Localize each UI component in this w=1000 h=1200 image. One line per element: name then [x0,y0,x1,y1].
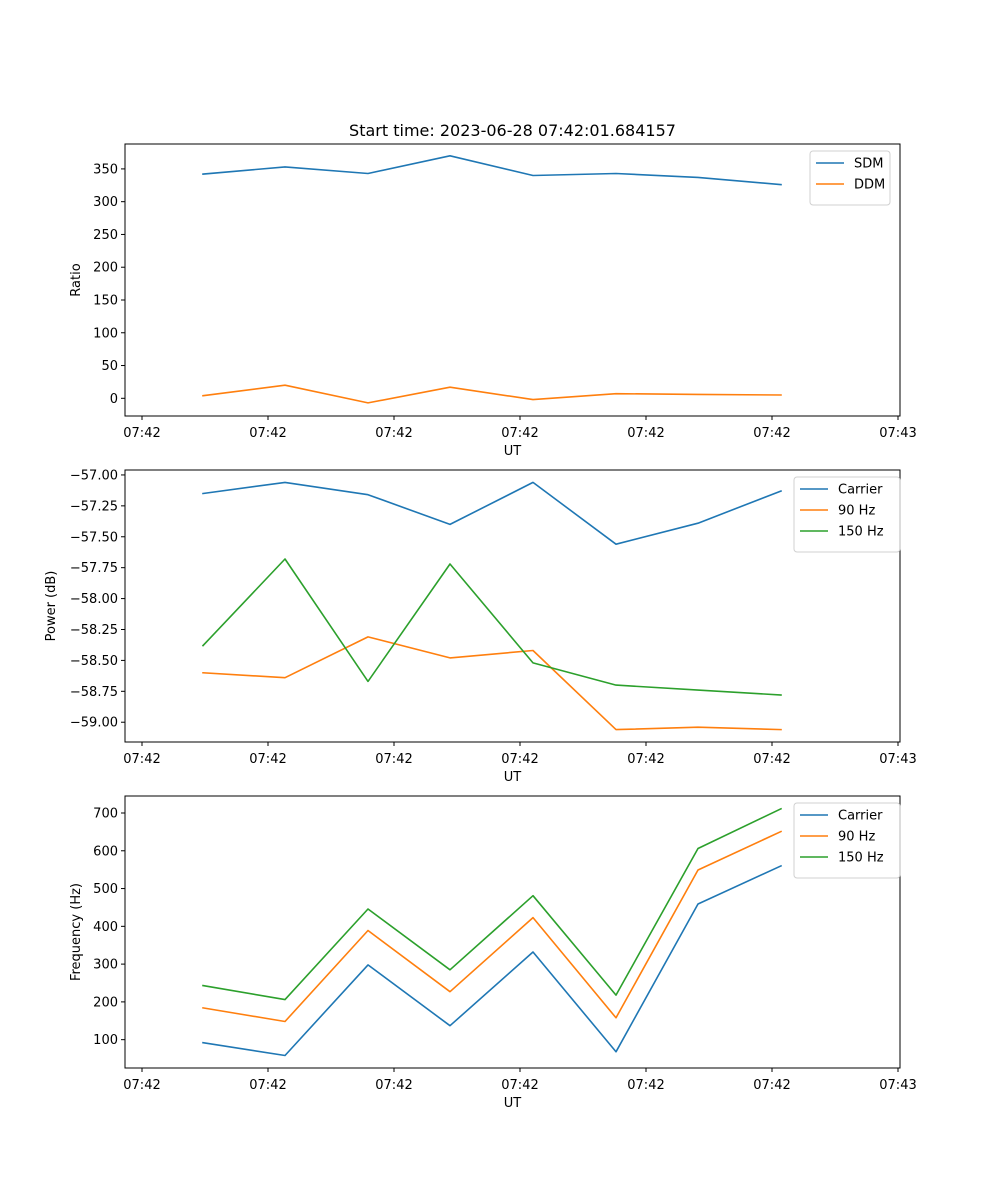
y-axis-label: Power (dB) [44,571,59,642]
y-tick-label: −58.50 [70,654,118,669]
y-tick-label: 300 [93,958,118,973]
x-axis-label: UT [504,1096,522,1111]
y-tick-label: 300 [93,195,118,210]
y-tick-label: 500 [93,882,118,897]
x-tick-label: 07:42 [753,426,790,441]
legend-entry: 90 Hz [838,830,875,845]
series-line-90-hz [202,830,783,1023]
y-tick-label: 400 [93,920,118,935]
y-tick-label: 50 [101,359,118,374]
y-tick-label: 600 [93,844,118,859]
legend-box [809,150,891,206]
y-tick-label: 100 [93,1033,118,1048]
x-tick-label: 07:42 [627,1078,664,1093]
x-axis-label: UT [504,444,522,459]
x-tick-label: 07:42 [627,426,664,441]
series-line-90-hz [202,636,782,731]
y-tick-label: −57.50 [70,530,118,545]
y-tick-label: −58.75 [70,685,118,700]
x-tick-label: 07:42 [123,426,160,441]
y-tick-label: 200 [93,261,118,276]
x-tick-label: 07:42 [753,752,790,767]
legend-entry: 150 Hz [838,525,884,540]
x-tick-label: 07:43 [879,752,916,767]
y-tick-label: −57.00 [70,468,118,483]
panel-1: 0 50 100 150 200 250 300 350 07:42 07:42 07:42 07:4… [69,143,917,459]
series-line-150-hz [201,558,782,696]
y-tick-label: −57.75 [70,561,118,576]
series-line-sdm [202,155,782,186]
x-tick-label: 07:42 [375,752,412,767]
y-tick-label: 0 [110,392,118,407]
series-line-carrier [202,481,783,546]
axes-frame [124,143,901,417]
y-axis-label: Frequency (Hz) [69,883,84,981]
axes-frame [124,469,901,743]
legend-box [793,476,901,553]
y-tick-label: 150 [93,293,118,308]
panel-2: −59.00 −58.75 −58.50 −58.25 −58.00 −57.75 −57.… [44,468,917,785]
y-tick-label: 100 [93,326,118,341]
chart-title: Start time: 2023-06-28 07:42:01.684157 [349,121,676,140]
panel-3: 100 200 300 400 500 600 700 07:42 07:42 07:42 07:4… [69,795,917,1111]
panels: 0 50 100 150 200 250 300 350 07:42 07:42 07:42 07:4… [44,143,917,1111]
series-line-carrier [202,864,783,1057]
x-tick-label: 07:42 [123,752,160,767]
x-axis-label: UT [504,770,522,785]
y-tick-label: 250 [93,228,118,243]
y-tick-label: 700 [93,807,118,822]
legend-entry: SDM [854,157,883,172]
x-tick-label: 07:42 [627,752,664,767]
x-tick-label: 07:42 [249,752,286,767]
x-tick-label: 07:43 [879,426,916,441]
y-tick-label: 350 [93,162,118,177]
legend-entry: Carrier [838,483,883,498]
y-tick-label: 200 [93,995,118,1010]
y-tick-label: −58.25 [70,623,118,638]
x-tick-label: 07:42 [501,1078,538,1093]
x-tick-label: 07:42 [249,1078,286,1093]
series-line-ddm [202,384,782,404]
x-tick-label: 07:42 [501,752,538,767]
legend-box [793,802,901,879]
x-tick-label: 07:42 [123,1078,160,1093]
x-tick-label: 07:42 [501,426,538,441]
y-tick-label: −58.00 [70,592,118,607]
legend: SDM DDM [809,150,891,206]
y-tick-label: −59.00 [70,716,118,731]
legend-entry: 150 Hz [838,851,884,866]
legend: Carrier 90 Hz 150 Hz [793,476,901,553]
legend-entry: Carrier [838,809,883,824]
legend: Carrier 90 Hz 150 Hz [793,802,901,879]
y-axis-label: Ratio [69,263,84,296]
y-tick-label: −57.25 [70,499,118,514]
axes-frame [124,795,901,1069]
legend-entry: 90 Hz [838,504,875,519]
x-tick-label: 07:42 [375,1078,412,1093]
x-tick-label: 07:43 [879,1078,916,1093]
series-line-150-hz [202,807,783,1001]
x-tick-label: 07:42 [753,1078,790,1093]
x-tick-label: 07:42 [375,426,412,441]
x-tick-label: 07:42 [249,426,286,441]
legend-entry: DDM [854,178,885,193]
